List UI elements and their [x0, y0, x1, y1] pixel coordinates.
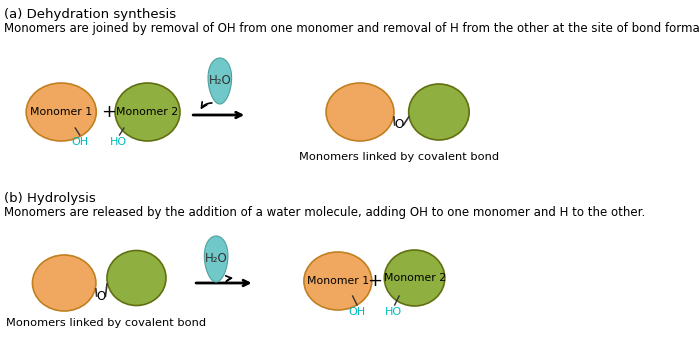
- Text: Monomer 1: Monomer 1: [30, 107, 92, 117]
- Text: Monomers are released by the addition of a water molecule, adding OH to one mono: Monomers are released by the addition of…: [4, 206, 645, 219]
- Ellipse shape: [384, 250, 444, 306]
- Text: +: +: [368, 272, 382, 290]
- Ellipse shape: [26, 83, 97, 141]
- Text: Monomers linked by covalent bond: Monomers linked by covalent bond: [6, 318, 206, 328]
- Text: +: +: [101, 103, 116, 121]
- Ellipse shape: [326, 83, 394, 141]
- Text: OH: OH: [71, 137, 88, 147]
- Text: Monomers linked by covalent bond: Monomers linked by covalent bond: [299, 152, 499, 162]
- Polygon shape: [208, 58, 232, 104]
- Ellipse shape: [304, 252, 372, 310]
- Text: Monomer 2: Monomer 2: [384, 273, 446, 283]
- Text: H₂O: H₂O: [205, 252, 228, 265]
- Text: O: O: [97, 290, 106, 302]
- Text: O: O: [395, 118, 404, 131]
- Text: (a) Dehydration synthesis: (a) Dehydration synthesis: [4, 8, 176, 21]
- Text: HO: HO: [109, 137, 127, 147]
- Ellipse shape: [32, 255, 96, 311]
- Text: (b) Hydrolysis: (b) Hydrolysis: [4, 192, 95, 205]
- Text: Monomer 1: Monomer 1: [307, 276, 369, 286]
- Text: OH: OH: [349, 307, 365, 317]
- Ellipse shape: [107, 250, 166, 306]
- Text: HO: HO: [386, 307, 402, 317]
- Ellipse shape: [115, 83, 180, 141]
- Ellipse shape: [409, 84, 469, 140]
- Polygon shape: [204, 236, 228, 282]
- Text: Monomers are joined by removal of OH from one monomer and removal of H from the : Monomers are joined by removal of OH fro…: [4, 22, 700, 35]
- Text: H₂O: H₂O: [209, 73, 231, 86]
- Text: Monomer 2: Monomer 2: [116, 107, 178, 117]
